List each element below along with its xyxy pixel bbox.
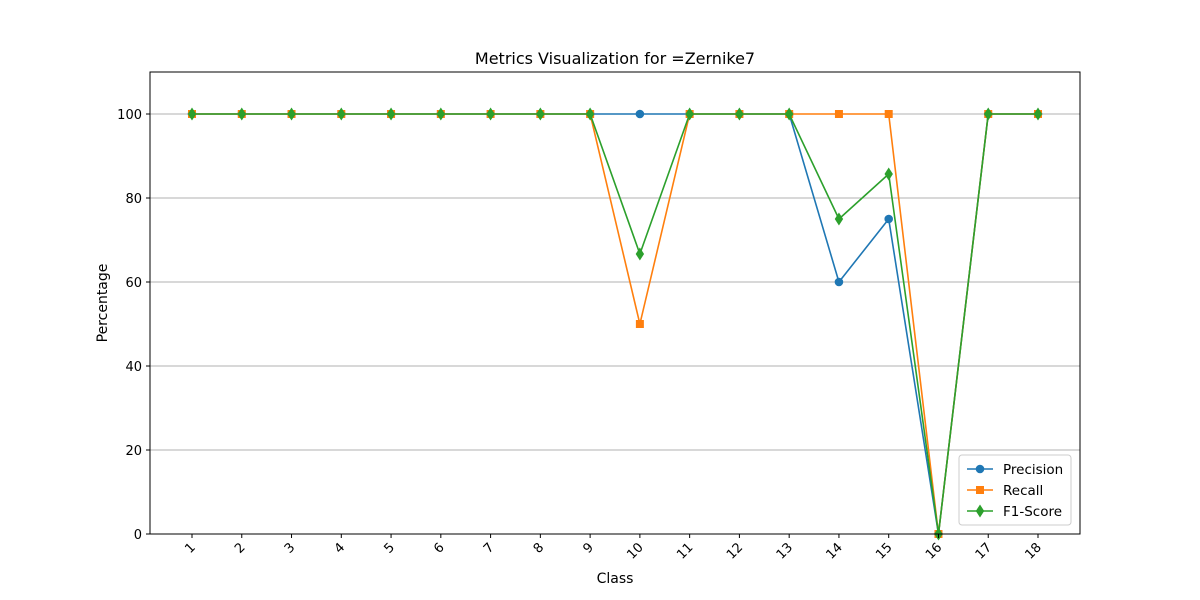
y-tick-label: 80 bbox=[125, 192, 142, 207]
chart-title: Metrics Visualization for =Zernike7 bbox=[475, 49, 755, 68]
f1-score-point bbox=[486, 107, 495, 121]
y-axis: 0 20 40 60 80 100 bbox=[117, 108, 150, 543]
x-tick-label: 11 bbox=[674, 540, 696, 562]
legend-entry-f1-score: F1-Score bbox=[967, 504, 1062, 520]
recall-point bbox=[834, 110, 843, 118]
f1-score-point bbox=[735, 107, 744, 121]
legend-box bbox=[958, 454, 1072, 526]
grid bbox=[150, 113, 1080, 535]
y-tick-label: 0 bbox=[134, 528, 142, 543]
f1-score-point bbox=[834, 212, 844, 226]
x-tick-label: 5 bbox=[381, 540, 397, 556]
x-tick-label: 10 bbox=[624, 540, 646, 562]
f1-score-line bbox=[192, 113, 1038, 535]
x-tick-label: 8 bbox=[531, 540, 547, 556]
legend-label: Recall bbox=[1003, 483, 1043, 499]
f1-score-point bbox=[386, 107, 396, 121]
x-tick-label: 7 bbox=[481, 540, 497, 556]
f1-score-point bbox=[187, 107, 197, 121]
f1-score-point bbox=[884, 167, 893, 181]
x-tick-label: 6 bbox=[431, 540, 447, 556]
recall-line bbox=[192, 113, 1038, 535]
precision-point bbox=[884, 214, 894, 224]
f1-score-point bbox=[237, 107, 246, 121]
legend-swatch-marker bbox=[975, 464, 985, 474]
x-tick-label: 4 bbox=[332, 540, 348, 556]
legend-label: Precision bbox=[1003, 462, 1063, 478]
legend-entry-recall: Recall bbox=[967, 483, 1043, 499]
x-tick-label: 9 bbox=[580, 540, 596, 556]
f1-score-point bbox=[536, 107, 545, 121]
legend-entry-precision: Precision bbox=[967, 462, 1063, 478]
f1-score-point bbox=[436, 107, 446, 121]
legend-label: F1-Score bbox=[1003, 504, 1062, 520]
f1-score-point bbox=[685, 107, 694, 121]
x-tick-label: 3 bbox=[282, 540, 298, 556]
precision-line bbox=[192, 113, 1038, 535]
x-axis-label: Class bbox=[597, 571, 634, 587]
x-tick-label: 18 bbox=[1023, 540, 1045, 562]
f1-score-point bbox=[784, 107, 794, 121]
series-layer bbox=[187, 107, 1043, 541]
precision-point bbox=[635, 109, 645, 119]
y-axis-label: Percentage bbox=[95, 264, 111, 343]
legend-swatch-marker bbox=[976, 486, 984, 494]
x-axis: 1 2 3 4 5 6 7 8 9 10 11 12 13 14 15 16 17 18 bbox=[182, 534, 1045, 563]
x-tick-label: 14 bbox=[823, 540, 845, 562]
x-tick-label: 13 bbox=[774, 540, 796, 562]
x-tick-label: 12 bbox=[724, 540, 746, 562]
x-tick-label: 16 bbox=[923, 540, 945, 562]
f1-score-point bbox=[337, 107, 346, 121]
series-f1-score bbox=[187, 107, 1043, 541]
series-recall bbox=[188, 110, 1042, 538]
f1-score-point bbox=[287, 107, 296, 121]
f1-score-point bbox=[984, 107, 993, 121]
f1-score-point bbox=[635, 247, 645, 261]
legend: Precision Recall F1-Score bbox=[958, 454, 1072, 526]
y-tick-label: 40 bbox=[125, 360, 142, 375]
x-tick-label: 1 bbox=[182, 540, 198, 556]
x-tick-label: 17 bbox=[973, 540, 995, 562]
legend-swatch-marker bbox=[975, 504, 985, 518]
y-tick-label: 20 bbox=[125, 444, 142, 459]
y-tick-label: 100 bbox=[117, 108, 142, 123]
y-tick-label: 60 bbox=[125, 276, 142, 291]
f1-score-point bbox=[1033, 107, 1043, 121]
x-tick-label: 15 bbox=[873, 540, 895, 562]
recall-point bbox=[635, 320, 644, 328]
precision-point bbox=[834, 277, 844, 287]
plot-area-frame bbox=[149, 71, 1081, 535]
f1-score-point bbox=[585, 107, 595, 121]
recall-point bbox=[884, 110, 893, 118]
x-tick-label: 2 bbox=[232, 540, 248, 556]
